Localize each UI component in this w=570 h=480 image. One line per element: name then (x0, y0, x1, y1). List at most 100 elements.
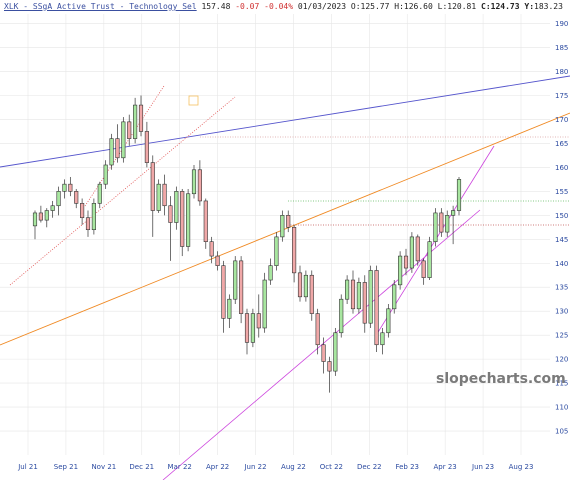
y-tick-label: 190 (555, 20, 568, 28)
candle-body (186, 193, 191, 247)
y-tick-label: 160 (555, 164, 568, 172)
candle (44, 208, 49, 228)
watermark: slopecharts.com (436, 371, 566, 387)
y-tick-label: 175 (555, 92, 568, 100)
candle-body (292, 227, 297, 274)
open-label: O: (350, 2, 361, 11)
ticker-label[interactable]: XLK - SSgA Active Trust - Technology Sel (4, 2, 197, 11)
candle (433, 208, 438, 247)
x-tick-label: Feb 23 (395, 463, 419, 471)
candle (456, 176, 462, 216)
candle-body (268, 265, 273, 281)
candle (174, 186, 179, 230)
candle-body (409, 236, 414, 269)
candle (309, 270, 314, 321)
candle-body (168, 205, 173, 223)
candle (274, 232, 279, 271)
candle (315, 308, 320, 355)
candle (80, 198, 85, 225)
low-value: 120.81 (447, 2, 477, 11)
blue-trendline (0, 75, 570, 168)
candle-body (174, 191, 179, 223)
candle (250, 308, 255, 348)
candle-body (121, 121, 126, 159)
candle (203, 198, 208, 249)
candle (268, 258, 273, 285)
candle (415, 234, 420, 266)
candle (127, 114, 132, 146)
candle-body (191, 169, 197, 195)
candle (286, 210, 291, 233)
x-tick-label: Sep 21 (54, 463, 78, 471)
y-value: 183.23 (534, 2, 563, 11)
candle (233, 256, 238, 305)
y-tick-label: 125 (555, 332, 568, 340)
candle-body (162, 183, 167, 207)
candle (427, 236, 432, 281)
candle-body (50, 205, 55, 211)
candle-body (350, 279, 356, 310)
candle-body (280, 215, 285, 238)
candle (333, 327, 338, 376)
candle (162, 174, 167, 216)
candle (262, 272, 267, 333)
x-tick-label: Nov 21 (91, 463, 116, 471)
candle-body (32, 212, 38, 227)
candle-body (262, 279, 267, 329)
candle-body (386, 308, 391, 334)
candle (227, 294, 232, 328)
candle (368, 265, 373, 328)
candle (356, 277, 361, 314)
candle-body (356, 282, 361, 310)
candle-body (209, 241, 214, 257)
candle-body (339, 298, 344, 334)
y-tick-label: 110 (555, 404, 568, 412)
candle-body (156, 183, 161, 211)
candle-body (56, 191, 61, 207)
candle (451, 205, 456, 245)
candle (409, 232, 414, 273)
x-axis: Jul 21 Sep 21 Nov 21 Dec 21 Mar 22 Apr 22 Jun … (17, 463, 533, 471)
y-axis: 105 110 115 120 125 130 135 140 145 150 155 160 165 1… (555, 20, 568, 435)
y-tick-label: 185 (555, 44, 568, 52)
candle (345, 275, 350, 305)
candle-body (403, 255, 409, 269)
candle-body (368, 270, 373, 324)
candle-body (374, 270, 379, 346)
candle-body (345, 279, 350, 300)
candle (374, 265, 379, 352)
candle (215, 251, 220, 271)
open-value: 125.77 (360, 2, 390, 11)
candle-body (180, 191, 185, 247)
horizontal-levels (200, 136, 570, 226)
candle (297, 265, 303, 302)
candle-body (150, 162, 155, 211)
candle (321, 337, 326, 374)
candle (115, 124, 120, 163)
candle (362, 275, 367, 333)
candle-body (274, 236, 279, 266)
candle-body (144, 131, 149, 163)
price-header: XLK - SSgA Active Trust - Technology Sel… (4, 2, 563, 11)
price-change-pct: -0.04% (264, 2, 294, 11)
candle (180, 188, 185, 257)
candle-body (333, 332, 338, 372)
x-tick-label: Jul 21 (17, 463, 38, 471)
candle-body (415, 236, 420, 262)
candle-body (203, 200, 208, 242)
x-tick-label: Dec 22 (357, 463, 382, 471)
candle (398, 251, 403, 290)
candle-body (286, 215, 291, 228)
candle (191, 164, 197, 199)
candle-body (239, 260, 244, 314)
x-tick-label: Aug 23 (509, 463, 534, 471)
candles (32, 95, 462, 393)
candle-body (309, 274, 314, 314)
close-value: 124.73 (490, 2, 520, 11)
price-change: -0.07 (235, 2, 260, 11)
candle-body (127, 121, 132, 139)
candle (386, 304, 391, 338)
candle-body (115, 138, 120, 159)
candle-body (133, 104, 138, 139)
